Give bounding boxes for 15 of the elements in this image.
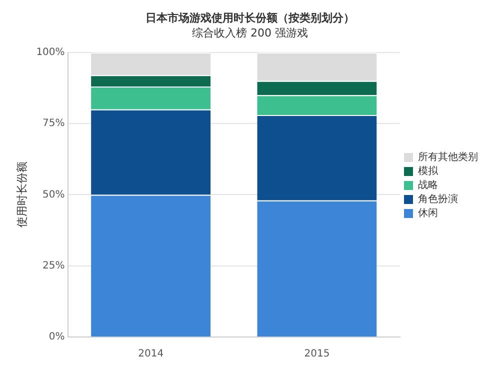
chart-title: 日本市场游戏使用时长份额（按类别划分） <box>146 11 354 24</box>
x-tick-label: 2015 <box>304 348 330 360</box>
y-tick-label: 25% <box>42 260 65 272</box>
y-tick-label: 100% <box>36 46 65 58</box>
legend-label: 模拟 <box>418 165 439 178</box>
legend-label: 战略 <box>418 179 438 192</box>
y-tick-label: 75% <box>42 118 65 130</box>
legend-label: 所有其他类别 <box>418 151 478 164</box>
y-tick-label: 0% <box>48 332 65 343</box>
chart-subtitle: 综合收入榜 200 强游戏 <box>192 26 308 40</box>
legend-label: 角色扮演 <box>418 193 458 206</box>
y-axis-title: 使用时长份额 <box>15 162 28 228</box>
x-tick-label: 2014 <box>138 348 164 360</box>
legend-label: 休闲 <box>418 207 438 220</box>
y-tick-label: 50% <box>42 189 65 200</box>
